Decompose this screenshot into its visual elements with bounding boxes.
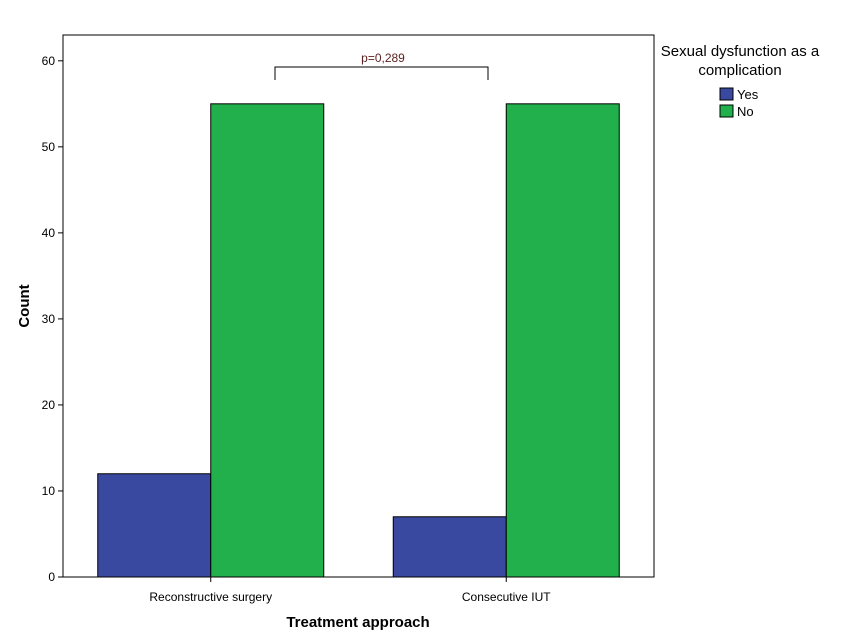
x-tick-label: Reconstructive surgery bbox=[149, 590, 272, 604]
legend-swatch-yes bbox=[719, 87, 734, 101]
legend-label-no: No bbox=[737, 104, 754, 119]
y-tick-label: 10 bbox=[42, 484, 56, 498]
p-value-label: p=0,289 bbox=[361, 51, 405, 65]
y-tick-label: 60 bbox=[42, 54, 56, 68]
legend: Sexual dysfunction as a complication Yes… bbox=[661, 43, 820, 119]
p-value-bracket bbox=[274, 66, 489, 80]
y-tick-label: 40 bbox=[42, 226, 56, 240]
legend-label-yes: Yes bbox=[737, 87, 759, 102]
legend-title-line-2: complication bbox=[698, 62, 781, 79]
x-axis: Reconstructive surgery Consecutive IUT bbox=[149, 577, 551, 604]
bar-yes-1 bbox=[97, 473, 212, 578]
legend-swatch-no bbox=[719, 104, 734, 118]
y-axis: 0 10 20 30 40 50 60 bbox=[42, 54, 63, 584]
y-tick-label: 30 bbox=[42, 312, 56, 326]
x-tick-label: Consecutive IUT bbox=[462, 590, 551, 604]
y-tick-label: 20 bbox=[42, 398, 56, 412]
bar-no-2 bbox=[505, 103, 620, 578]
y-tick-label: 50 bbox=[42, 140, 56, 154]
y-axis-title: Count bbox=[16, 284, 33, 327]
y-tick-label: 0 bbox=[48, 570, 55, 584]
bar-yes-2 bbox=[392, 516, 507, 578]
bar-no-1 bbox=[210, 103, 325, 578]
bars-group bbox=[97, 103, 620, 578]
legend-title-line-1: Sexual dysfunction as a bbox=[661, 43, 820, 60]
p-value-annotation: p=0,289 bbox=[274, 51, 489, 80]
x-axis-title: Treatment approach bbox=[286, 614, 429, 631]
